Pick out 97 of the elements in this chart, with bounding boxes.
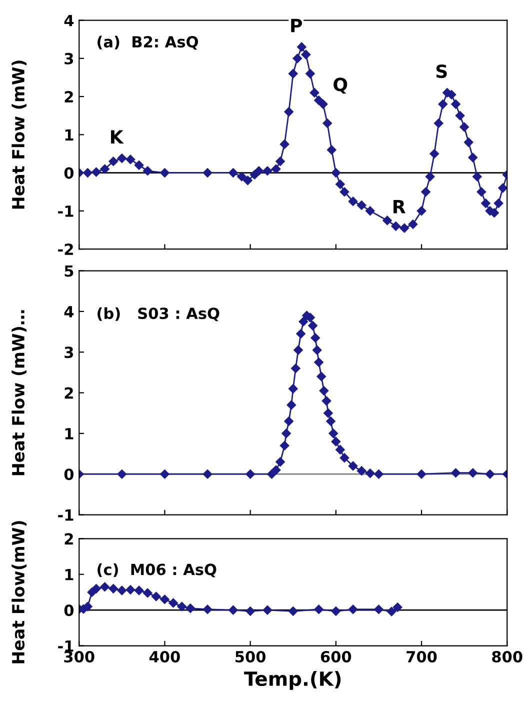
x-tick-label: 600 xyxy=(320,650,352,662)
point xyxy=(262,605,272,615)
point xyxy=(451,468,460,478)
y-tick-label: 5 xyxy=(64,265,74,277)
y-tick-label: 4 xyxy=(64,14,74,26)
point xyxy=(282,428,291,438)
point xyxy=(267,469,276,479)
point xyxy=(83,602,92,612)
x-axis-title: Temp.(K) xyxy=(244,671,341,690)
point xyxy=(276,457,285,467)
x-tick-label: 700 xyxy=(406,650,437,662)
point xyxy=(126,585,136,594)
x-tick-label: 500 xyxy=(236,650,266,662)
point xyxy=(202,604,212,614)
point xyxy=(288,384,298,394)
y-tick-label: -1 xyxy=(58,206,74,217)
point xyxy=(314,604,324,614)
point xyxy=(177,602,186,612)
point xyxy=(316,372,326,382)
y-tick-label: 2 xyxy=(64,91,73,102)
point xyxy=(108,584,118,594)
y-tick-label: 0 xyxy=(64,167,74,179)
point xyxy=(294,345,303,355)
y-axis-title: Heat Flow (mW) xyxy=(12,60,26,209)
point xyxy=(160,469,170,479)
y-tick-label: 1 xyxy=(65,428,74,440)
point xyxy=(416,469,426,479)
point xyxy=(186,604,196,613)
y-tick-label: 0 xyxy=(64,468,74,480)
annotation: Q xyxy=(334,78,348,94)
point xyxy=(117,586,127,596)
point xyxy=(296,329,306,338)
y-tick-label: 1 xyxy=(65,569,74,580)
y-tick-label: 2 xyxy=(64,533,73,544)
annotation: P xyxy=(291,18,302,32)
point xyxy=(288,606,298,616)
point xyxy=(291,364,300,373)
y-tick-label: -1 xyxy=(58,640,74,652)
y-tick-label: 3 xyxy=(64,52,74,64)
point xyxy=(280,441,290,450)
point xyxy=(319,386,329,396)
point xyxy=(331,436,341,446)
point xyxy=(374,469,384,479)
annotation: (b) S03 : AsQ xyxy=(98,307,220,322)
point xyxy=(348,604,358,614)
point xyxy=(100,582,110,592)
annotation: (a) B2: AsQ xyxy=(98,36,198,50)
point xyxy=(117,469,127,479)
x-tick-label: 400 xyxy=(149,650,180,662)
y-tick-label: 2 xyxy=(64,387,73,399)
point xyxy=(92,584,101,594)
point xyxy=(314,358,324,367)
point xyxy=(308,321,318,330)
point xyxy=(152,592,161,602)
annotation: (c) M06 : AsQ xyxy=(98,563,216,578)
point xyxy=(340,453,350,462)
annotation: R xyxy=(394,200,406,214)
point xyxy=(326,416,336,426)
y-tick-label: 1 xyxy=(65,129,74,140)
point xyxy=(386,606,396,616)
point xyxy=(168,598,178,608)
point xyxy=(322,396,332,406)
point xyxy=(246,469,255,479)
y-axis-title: Heat Flow(mW) xyxy=(12,521,26,664)
y-axis-title: Heat Flow (mW)… xyxy=(12,310,26,476)
point xyxy=(392,602,402,612)
point xyxy=(331,606,341,616)
y-tick-label: -1 xyxy=(58,509,74,521)
point xyxy=(298,316,308,326)
y-tick-label: -2 xyxy=(58,244,73,255)
point xyxy=(142,588,152,598)
point xyxy=(134,586,144,596)
point xyxy=(366,468,375,478)
y-tick-label: 3 xyxy=(64,346,74,358)
y-tick-label: 4 xyxy=(64,306,74,318)
x-tick-label: 300 xyxy=(64,650,94,662)
point xyxy=(374,604,384,614)
point xyxy=(324,408,333,418)
point xyxy=(310,333,320,342)
point xyxy=(160,594,170,604)
x-tick-label: 800 xyxy=(492,650,522,662)
point xyxy=(328,428,338,438)
point xyxy=(312,345,322,355)
point xyxy=(284,416,294,426)
point xyxy=(202,469,212,479)
y-tick-label: 0 xyxy=(64,604,74,616)
point xyxy=(246,606,255,616)
point xyxy=(348,461,358,471)
point xyxy=(336,445,345,454)
point xyxy=(356,466,366,476)
point xyxy=(468,468,478,478)
point xyxy=(271,465,281,475)
point xyxy=(286,400,296,410)
annotation: S xyxy=(436,64,447,78)
point xyxy=(485,469,495,479)
point xyxy=(228,605,238,615)
annotation: K xyxy=(111,130,124,144)
